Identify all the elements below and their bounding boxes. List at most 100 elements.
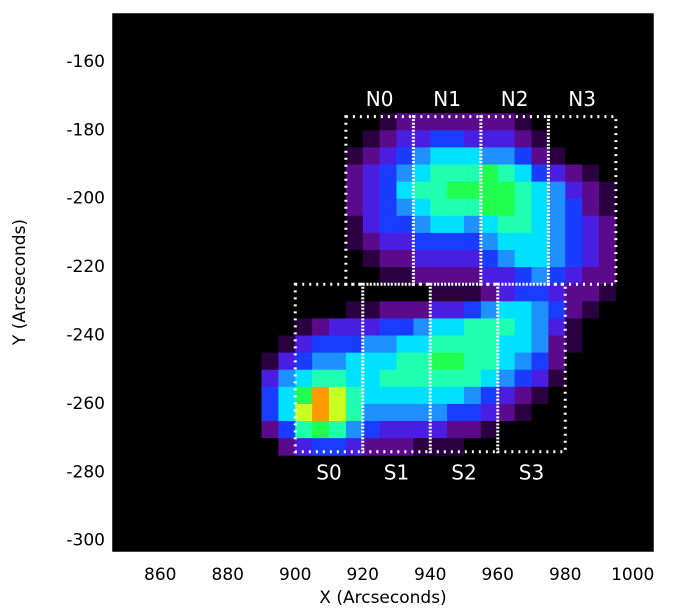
heatmap-cell xyxy=(346,164,363,182)
heatmap-cell xyxy=(380,250,397,268)
heatmap-cell xyxy=(532,250,549,268)
x-tick-label: 920 xyxy=(347,565,379,585)
heatmap-cell xyxy=(565,421,582,439)
heatmap-cell xyxy=(548,438,565,456)
heatmap-cell xyxy=(262,336,279,354)
heatmap-cell xyxy=(599,267,616,285)
heatmap-cell xyxy=(532,130,549,148)
heatmap-cell xyxy=(413,318,430,336)
heatmap-cell xyxy=(498,130,515,148)
heatmap-cell xyxy=(329,370,346,388)
heatmap-cell xyxy=(498,404,515,422)
heatmap-cell xyxy=(447,130,464,148)
heatmap-cell xyxy=(295,113,312,131)
heatmap-cell xyxy=(262,216,279,234)
heatmap-cell xyxy=(346,318,363,336)
heatmap-cell xyxy=(464,250,481,268)
heatmap-cell xyxy=(498,147,515,165)
heatmap-cell xyxy=(329,318,346,336)
heatmap-cell xyxy=(413,438,430,456)
heatmap-cell xyxy=(616,216,633,234)
heatmap-cell xyxy=(447,147,464,165)
heatmap-cell xyxy=(447,182,464,200)
heatmap-cell xyxy=(363,250,380,268)
heatmap-cell xyxy=(312,250,329,268)
heatmap-cell xyxy=(278,199,295,217)
heatmap-cell xyxy=(447,421,464,439)
heatmap-cell xyxy=(397,404,414,422)
heatmap-cell xyxy=(498,387,515,405)
heatmap-cell xyxy=(515,130,532,148)
heatmap-cell xyxy=(565,438,582,456)
y-tick-label: -220 xyxy=(66,257,105,277)
x-tick-label: 880 xyxy=(212,565,244,585)
heatmap-cell xyxy=(346,130,363,148)
heatmap-cell xyxy=(599,284,616,302)
heatmap-cell xyxy=(312,199,329,217)
heatmap-cell xyxy=(447,199,464,217)
heatmap-cell xyxy=(464,182,481,200)
heatmap-cell xyxy=(515,147,532,165)
heatmap-cell xyxy=(447,301,464,319)
heatmap-cell xyxy=(346,370,363,388)
heatmap-cell xyxy=(464,199,481,217)
heatmap-cell xyxy=(413,353,430,371)
heatmap-cell xyxy=(498,370,515,388)
heatmap-cell xyxy=(515,438,532,456)
heatmap-cell xyxy=(464,421,481,439)
heatmap-cell xyxy=(397,130,414,148)
heatmap-cell xyxy=(616,147,633,165)
heatmap-cell xyxy=(599,233,616,251)
heatmap-cell xyxy=(312,318,329,336)
heatmap-cell xyxy=(278,438,295,456)
heatmap-cell xyxy=(464,284,481,302)
heatmap-cell xyxy=(565,164,582,182)
heatmap-cell xyxy=(515,199,532,217)
heatmap-cell xyxy=(346,404,363,422)
heatmap-cell xyxy=(413,387,430,405)
heatmap-cell xyxy=(262,404,279,422)
heatmap-cell xyxy=(464,370,481,388)
heatmap-cell xyxy=(532,267,549,285)
heatmap-cell xyxy=(346,421,363,439)
region-label: N3 xyxy=(568,87,596,111)
heatmap-cell xyxy=(430,216,447,234)
heatmap-cell xyxy=(481,438,498,456)
heatmap-cell xyxy=(380,336,397,354)
heatmap-cell xyxy=(397,370,414,388)
heatmap-cell xyxy=(413,147,430,165)
heatmap-cell xyxy=(346,353,363,371)
heatmap-cell xyxy=(363,404,380,422)
heatmap-cell xyxy=(565,147,582,165)
heatmap-cell xyxy=(430,113,447,131)
heatmap-cell xyxy=(312,113,329,131)
heatmap-cell xyxy=(616,318,633,336)
heatmap-cell xyxy=(312,182,329,200)
heatmap-cell xyxy=(312,130,329,148)
heatmap-cell xyxy=(599,164,616,182)
heatmap-cell xyxy=(380,438,397,456)
heatmap-cell xyxy=(278,130,295,148)
heatmap-cell xyxy=(616,267,633,285)
heatmap-cell xyxy=(599,318,616,336)
heatmap-cell xyxy=(363,370,380,388)
heatmap-cell xyxy=(430,130,447,148)
heatmap-cell xyxy=(565,284,582,302)
heatmap-cell xyxy=(413,164,430,182)
heatmap-cell xyxy=(262,199,279,217)
heatmap-cell xyxy=(397,147,414,165)
heatmap-cell xyxy=(295,233,312,251)
heatmap-cell xyxy=(599,421,616,439)
heatmap-cell xyxy=(278,301,295,319)
heatmap-cell xyxy=(262,318,279,336)
heatmap-cell xyxy=(447,164,464,182)
heatmap-cell xyxy=(498,284,515,302)
heatmap-cell xyxy=(278,164,295,182)
heatmap-cell xyxy=(548,421,565,439)
heatmap-cell xyxy=(532,182,549,200)
heatmap-cell xyxy=(447,438,464,456)
heatmap-cell xyxy=(312,370,329,388)
heatmap-cell xyxy=(329,147,346,165)
region-label: S1 xyxy=(384,460,409,484)
heatmap-cell xyxy=(548,233,565,251)
